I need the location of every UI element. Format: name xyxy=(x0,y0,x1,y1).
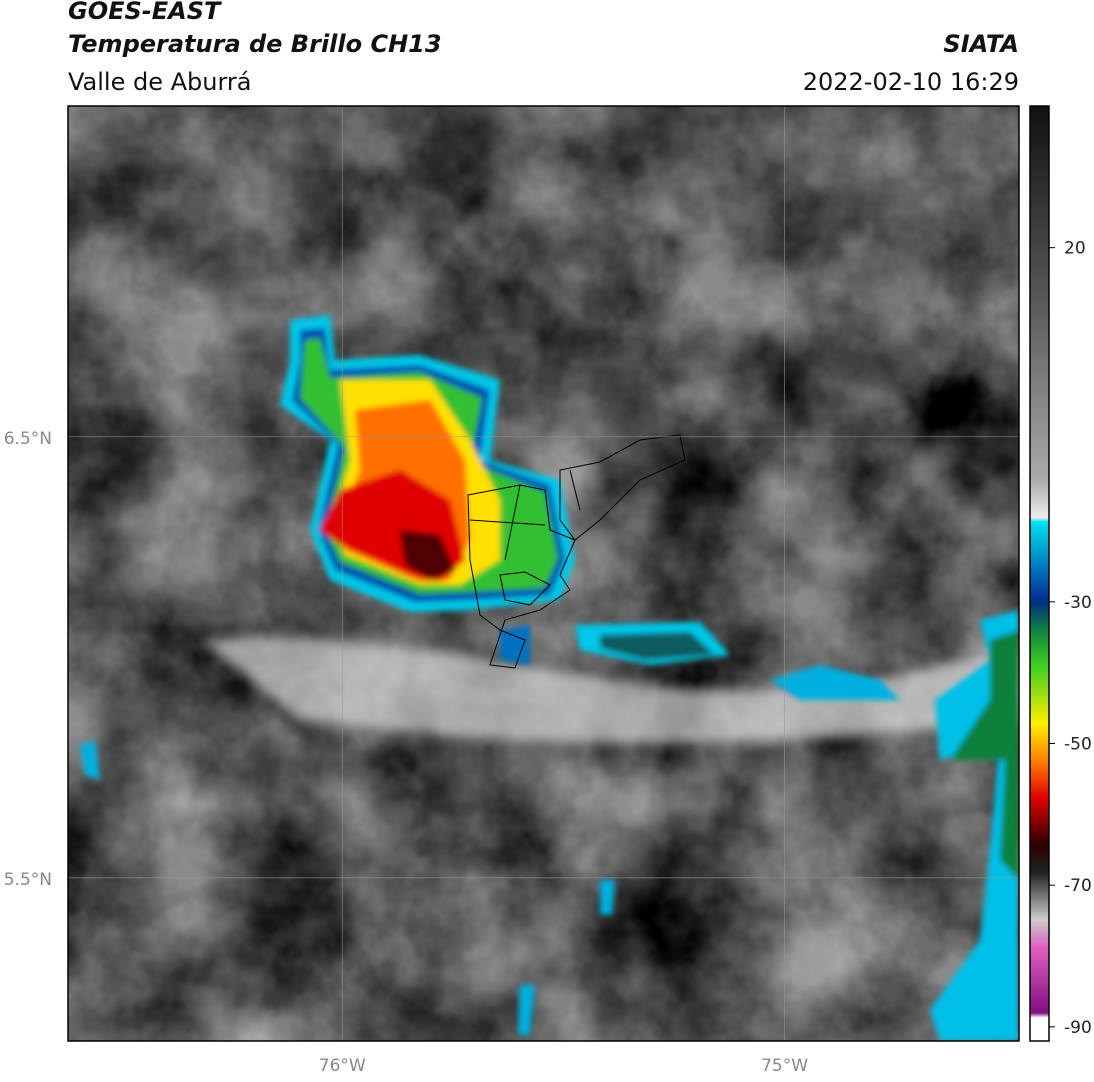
region: Valle de Aburrá xyxy=(68,68,252,96)
subtitle: Temperatura de Brillo CH13 xyxy=(68,30,442,58)
map-image xyxy=(68,106,1019,1041)
timestamp: 2022-02-10 16:29 xyxy=(803,68,1019,96)
source: SIATA xyxy=(943,30,1019,58)
colorbar-tick-label: -50 xyxy=(1064,735,1092,755)
y-tick-label: 6.5°N xyxy=(4,429,52,449)
colorbar-tick-label: -90 xyxy=(1064,1018,1092,1038)
map-frame xyxy=(67,105,1020,1042)
colorbar-tick-label: 20 xyxy=(1064,239,1086,259)
colorbar-tick-label: -30 xyxy=(1064,593,1092,613)
grid xyxy=(68,106,1019,1041)
x-tick-label: 75°W xyxy=(761,1056,808,1076)
colorbar xyxy=(1029,105,1050,1042)
colorbar-tick-label: -70 xyxy=(1064,876,1092,896)
title: GOES-EAST xyxy=(68,0,222,25)
x-tick-label: 76°W xyxy=(319,1056,366,1076)
y-tick-label: 5.5°N xyxy=(4,870,52,890)
